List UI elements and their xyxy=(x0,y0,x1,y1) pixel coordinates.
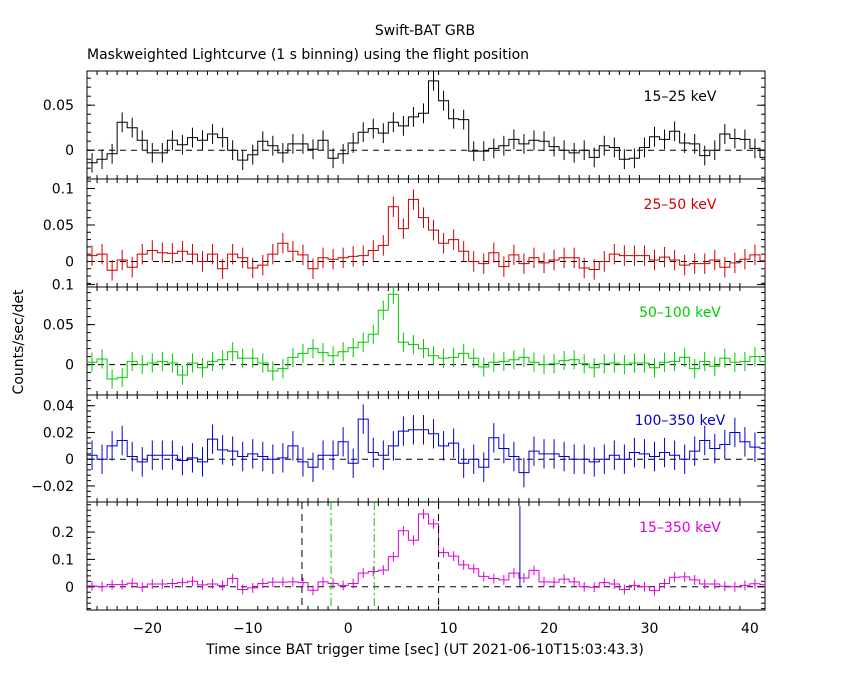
y-tick-label: 0.05 xyxy=(43,318,74,334)
y-tick-label: 0.02 xyxy=(43,425,74,441)
y-tick-label: −0.02 xyxy=(31,479,74,495)
x-tick-label: 10 xyxy=(440,621,458,637)
x-tick-label: −20 xyxy=(132,621,162,637)
y-tick-label: 0 xyxy=(65,254,74,270)
x-tick-label: 20 xyxy=(540,621,558,637)
x-tick-label: 40 xyxy=(741,621,759,637)
panel-frame xyxy=(86,286,766,396)
y-tick-label: 0 xyxy=(65,358,74,374)
series-4 xyxy=(87,404,765,488)
x-tick-label: −10 xyxy=(233,621,263,637)
y-tick-label: 0.04 xyxy=(43,399,74,415)
step-line xyxy=(87,418,765,474)
band-label: 50–100 keV xyxy=(639,305,721,321)
figure-subtitle: Maskweighted Lightcurve (1 s binning) us… xyxy=(87,47,529,63)
band-label: 15–350 keV xyxy=(639,520,721,536)
y-tick-label: 0.1 xyxy=(52,278,74,294)
figure-title: Swift-BAT GRB xyxy=(375,23,475,39)
panel-2: 0 0.05 0.1 25–50 keV xyxy=(43,178,766,288)
panel-frame xyxy=(86,178,766,288)
series-5 xyxy=(87,502,765,610)
band-label: 25–50 keV xyxy=(644,197,717,213)
series-2 xyxy=(87,189,765,281)
y-tick-label: 0 xyxy=(65,580,74,596)
panel-5: 0 0.1 0.2 15–350 keV xyxy=(52,501,766,611)
y-axis-label: Counts/sec/det xyxy=(11,289,27,394)
panel-frame xyxy=(86,501,766,611)
series-3 xyxy=(87,287,765,389)
band-label: 100–350 keV xyxy=(635,413,726,429)
step-line xyxy=(87,198,765,271)
x-tick-label: 30 xyxy=(641,621,659,637)
y-tick-label: 0.1 xyxy=(52,181,74,197)
panel-4: −0.02 0 0.02 0.04 100–350 keV xyxy=(31,394,766,503)
y-tick-label: 0 xyxy=(65,452,74,468)
panel-1: 0 0.05 15–25 keV xyxy=(43,70,766,180)
y-tick-label: 0.2 xyxy=(52,525,74,541)
y-tick-label: 0.05 xyxy=(43,218,74,234)
panel-frame xyxy=(86,394,766,503)
panel-3: 0 0.05 0.1 50–100 keV xyxy=(43,278,766,396)
x-tick-label: 0 xyxy=(344,621,353,637)
y-tick-label: 0.05 xyxy=(43,98,74,114)
step-line xyxy=(87,513,765,592)
step-line xyxy=(87,80,765,164)
band-label: 15–25 keV xyxy=(644,89,717,105)
y-tick-label: 0.1 xyxy=(52,552,74,568)
panels-group: 0 0.05 15–25 keV 0 0.05 0.1 25–50 keV 0 0.05 0.1 5… xyxy=(31,70,766,637)
step-line xyxy=(87,293,765,380)
panel-frame xyxy=(86,70,766,180)
y-tick-label: 0 xyxy=(65,143,74,159)
series-1 xyxy=(87,71,765,173)
x-axis-label: Time since BAT trigger time [sec] (UT 20… xyxy=(205,642,644,658)
